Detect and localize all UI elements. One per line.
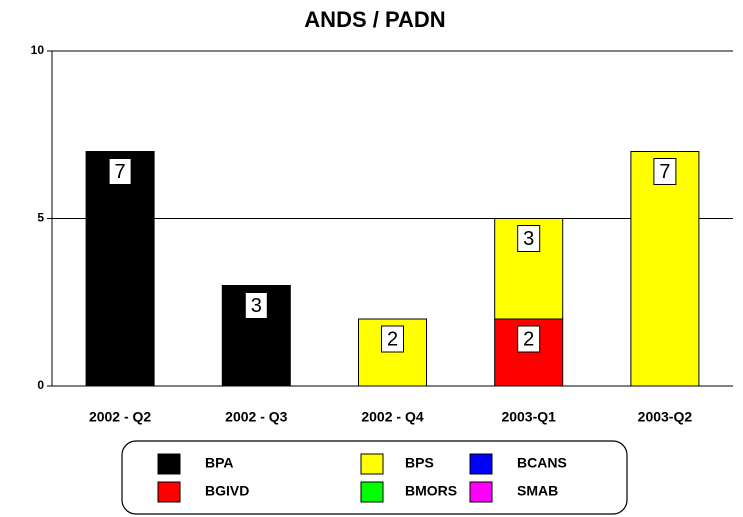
data-label: 2 xyxy=(387,328,398,350)
x-tick-label: 2002 - Q3 xyxy=(225,409,287,425)
data-label-box xyxy=(517,225,541,252)
legend-label: BPS xyxy=(405,455,434,471)
data-label-box xyxy=(108,158,132,185)
legend-swatch xyxy=(360,481,384,503)
y-tick-label: 10 xyxy=(31,43,45,57)
data-label: 3 xyxy=(523,228,534,250)
data-label: 7 xyxy=(659,161,670,183)
legend-box xyxy=(121,440,628,515)
data-label: 7 xyxy=(115,161,126,183)
legend-swatch xyxy=(469,453,493,475)
legend-swatch xyxy=(157,481,181,503)
legend-swatch xyxy=(360,453,384,475)
legend-label: BMORS xyxy=(405,483,457,499)
y-tick-label: 0 xyxy=(37,378,44,392)
data-label-box xyxy=(653,158,677,185)
x-tick-label: 2003-Q2 xyxy=(638,409,693,425)
legend-label: SMAB xyxy=(517,483,558,499)
data-label-box xyxy=(517,325,541,353)
legend-swatch xyxy=(157,453,181,475)
y-tick-label: 5 xyxy=(37,211,44,225)
data-label: 3 xyxy=(251,295,262,317)
data-label: 2 xyxy=(523,328,534,350)
chart-title: ANDS / PADN xyxy=(304,7,445,32)
data-label-box xyxy=(381,325,404,353)
bar-segment xyxy=(630,151,700,387)
bar-segment xyxy=(85,151,155,387)
x-tick-label: 2002 - Q2 xyxy=(89,409,151,425)
legend-label: BPA xyxy=(205,455,234,471)
x-tick-label: 2003-Q1 xyxy=(501,409,556,425)
legend-label: BGIVD xyxy=(205,483,249,499)
legend-label: BCANS xyxy=(517,455,567,471)
legend-swatch xyxy=(469,481,493,503)
data-label-box xyxy=(244,292,268,319)
x-tick-label: 2002 - Q4 xyxy=(361,409,423,425)
